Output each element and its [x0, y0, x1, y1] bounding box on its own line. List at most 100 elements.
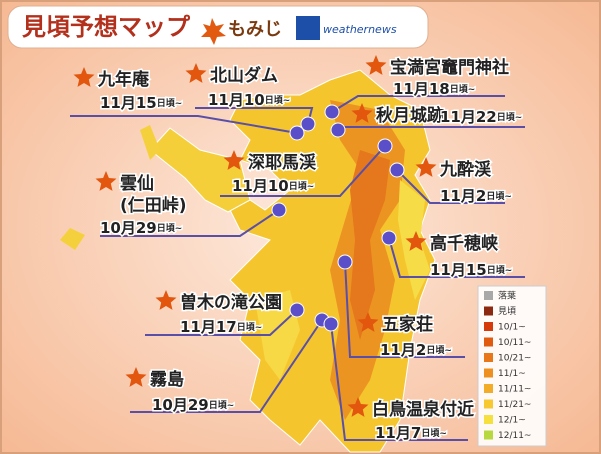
- spot-dot: [381, 230, 397, 246]
- spot-name: 白鳥温泉付近: [372, 399, 474, 420]
- brand: weathernews: [323, 23, 397, 36]
- leaf-icon: [95, 171, 117, 191]
- brand-logo: [296, 16, 320, 40]
- spot-name: 九酔渓: [439, 159, 492, 180]
- date-main: 11月15: [430, 261, 487, 279]
- spot-date: 11月2日頃~: [440, 187, 512, 205]
- spot-name: 高千穂峡: [430, 233, 499, 254]
- leaf-icon: [185, 63, 207, 83]
- date-suffix: 日頃~: [157, 222, 183, 234]
- date-main: 11月7: [375, 424, 421, 442]
- legend-label: 落葉: [498, 290, 516, 302]
- legend-swatch: [484, 322, 493, 331]
- legend-label: 12/11~: [498, 431, 531, 441]
- legend-label: 10/11~: [498, 338, 531, 348]
- spot-dot: [289, 125, 305, 141]
- leaf-icon: [73, 67, 95, 87]
- date-suffix: 日頃~: [157, 97, 183, 109]
- date-main: 11月2: [380, 341, 426, 359]
- legend-swatch: [484, 399, 493, 409]
- legend-label: 見頃: [498, 306, 516, 317]
- title: 見頃予想マップ: [22, 13, 191, 41]
- spot-dot: [300, 116, 316, 132]
- leaf-icon: [125, 367, 147, 387]
- date-suffix: 日頃~: [497, 111, 523, 123]
- spot-date: 11月15日頃~: [430, 261, 512, 279]
- spot-date: 11月17日頃~: [180, 318, 262, 336]
- legend-label: 11/21~: [498, 400, 531, 410]
- leader-line: [130, 319, 323, 413]
- spot-date: 11月7日頃~: [375, 424, 447, 442]
- date-suffix: 日頃~: [265, 94, 291, 106]
- spot-name: 九年庵: [97, 69, 149, 90]
- leader-line: [220, 145, 386, 197]
- date-suffix: 日頃~: [487, 264, 513, 276]
- spot-name: 秋月城跡: [376, 105, 444, 126]
- leaf-icon: [357, 312, 379, 332]
- leaf-icon: [351, 103, 373, 123]
- legend-swatch: [484, 368, 493, 378]
- legend-label: 10/21~: [498, 354, 531, 364]
- leaf-icon: [201, 18, 226, 45]
- leaf-icon: [223, 150, 245, 170]
- legend-label: 10/1~: [498, 323, 526, 333]
- date-main: 10月29: [100, 219, 157, 237]
- leaf-icon: [155, 290, 177, 310]
- legend-label: 11/1~: [498, 369, 526, 379]
- spot-date: 11月10日頃~: [232, 177, 314, 195]
- date-main: 11月18: [393, 80, 450, 98]
- date-main: 11月22: [440, 108, 497, 126]
- spot-date: 11月22日頃~: [440, 108, 522, 126]
- spot-name: 北山ダム: [210, 65, 278, 86]
- legend-swatch: [484, 415, 493, 424]
- spot-dot: [377, 138, 393, 154]
- date-main: 11月15: [100, 94, 157, 112]
- date-suffix: 日頃~: [209, 399, 235, 411]
- spot-dot: [330, 122, 346, 138]
- spot-dot: [337, 254, 353, 270]
- leader-line: [396, 169, 505, 204]
- leader-line: [70, 115, 298, 134]
- spot-name: 深耶馬渓: [248, 152, 317, 173]
- spot-name: 宝満宮竈門神社: [390, 57, 509, 78]
- legend-swatch: [484, 337, 493, 347]
- date-suffix: 日頃~: [450, 83, 476, 95]
- spot-date: 11月15日頃~: [100, 94, 182, 112]
- legend-swatch: [484, 291, 493, 300]
- spot-dot: [389, 162, 405, 178]
- date-main: 11月2: [440, 187, 486, 205]
- spot-date: 11月10日頃~: [208, 91, 290, 109]
- leader-line: [100, 209, 280, 237]
- leaf-icon: [365, 55, 387, 75]
- spot-dot: [324, 104, 340, 120]
- leader-line: [388, 237, 525, 278]
- spot-date: 10月29日頃~: [100, 219, 182, 237]
- legend-label: 11/11~: [498, 385, 531, 395]
- legend-label: 12/1~: [498, 416, 526, 426]
- date-suffix: 日頃~: [289, 180, 315, 192]
- spot-date: 10月29日頃~: [152, 396, 234, 414]
- leader-line: [145, 309, 298, 336]
- date-suffix: 日頃~: [421, 427, 447, 439]
- date-main: 11月10: [232, 177, 289, 195]
- leader-line: [331, 95, 505, 113]
- date-main: 10月29: [152, 396, 209, 414]
- spot-name: 五家荘: [382, 314, 433, 335]
- legend-swatch: [484, 384, 493, 393]
- leaf-icon: [405, 231, 427, 251]
- spot-date: 11月18日頃~: [393, 80, 475, 98]
- legend-swatch: [484, 353, 493, 362]
- spot-date: 11月2日頃~: [380, 341, 452, 359]
- leader-line: [330, 323, 468, 441]
- legend-swatch: [484, 430, 493, 440]
- spot-dot: [289, 302, 305, 318]
- spot-dot: [271, 202, 287, 218]
- date-main: 11月17: [180, 318, 237, 336]
- date-main: 11月10: [208, 91, 265, 109]
- date-suffix: 日頃~: [237, 321, 263, 333]
- legend-swatch: [484, 306, 493, 316]
- spot-name: 曽木の滝公園: [180, 292, 282, 313]
- leader-line: [344, 261, 465, 358]
